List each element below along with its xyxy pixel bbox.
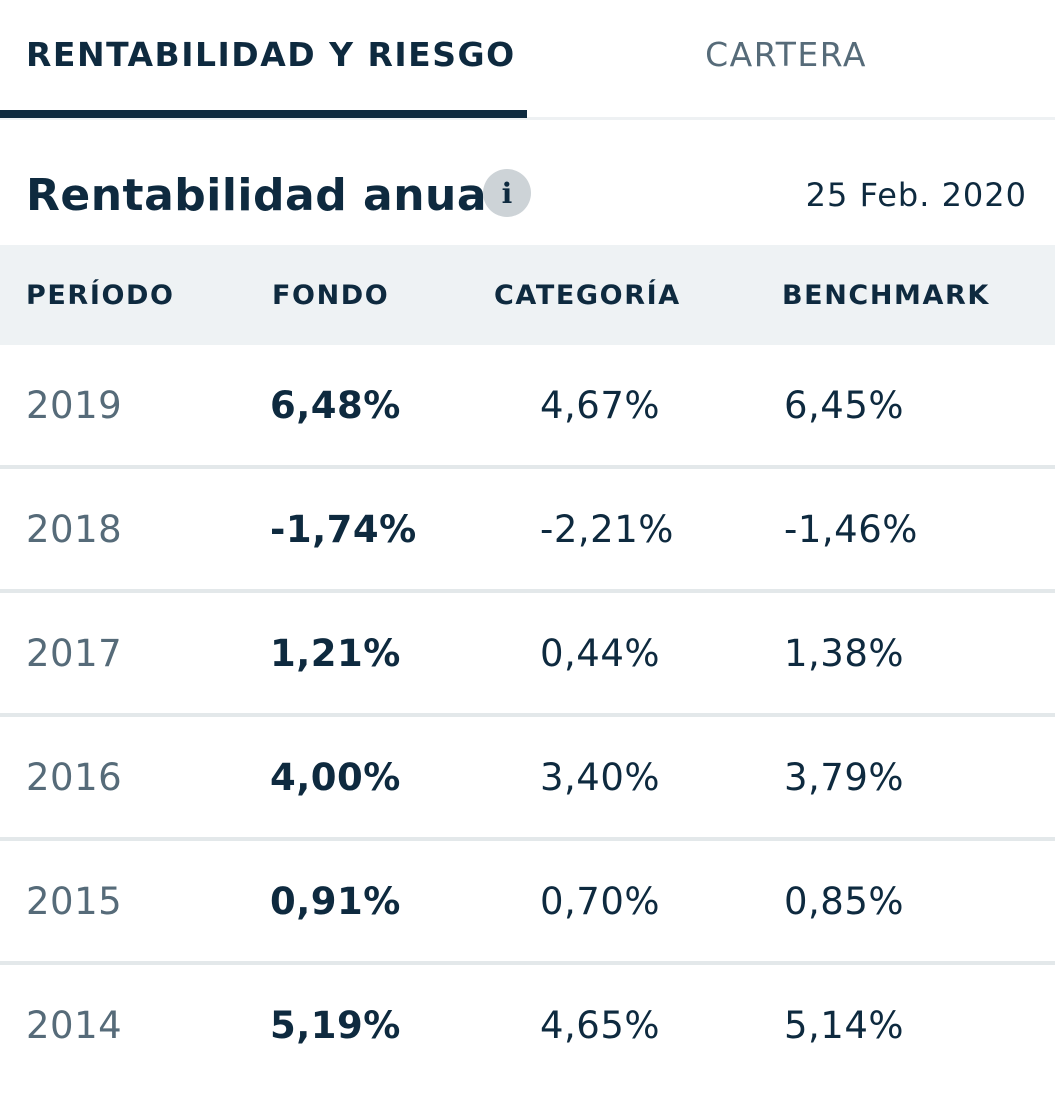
category-cell: 0,44% (540, 631, 661, 675)
section-header: Rentabilidad anual i 25 Feb. 2020 (0, 120, 1055, 245)
column-header-fondo: FONDO (272, 279, 390, 311)
table-row: 2017 1,21% 0,44% 1,38% (0, 593, 1055, 717)
period-cell: 2015 (26, 879, 123, 923)
column-header-categoria: CATEGORÍA (494, 279, 681, 311)
table-row: 2019 6,48% 4,67% 6,45% (0, 345, 1055, 469)
benchmark-cell: 1,38% (784, 631, 905, 675)
column-header-periodo: PERÍODO (26, 279, 175, 311)
fund-cell: 6,48% (270, 383, 401, 427)
fund-cell: -1,74% (270, 507, 417, 551)
category-cell: 3,40% (540, 755, 661, 799)
column-header-benchmark: BENCHMARK (782, 279, 990, 311)
benchmark-cell: 6,45% (784, 383, 905, 427)
info-icon[interactable]: i (483, 169, 531, 217)
period-cell: 2014 (26, 1003, 123, 1047)
benchmark-cell: 0,85% (784, 879, 905, 923)
tab-label: RENTABILIDAD Y RIESGO (26, 34, 516, 74)
category-cell: 4,65% (540, 1003, 661, 1047)
section-title: Rentabilidad anual (26, 170, 503, 221)
fund-cell: 1,21% (270, 631, 401, 675)
info-glyph: i (501, 176, 513, 210)
tab-label: CARTERA (705, 34, 867, 74)
period-cell: 2018 (26, 507, 123, 551)
fund-cell: 0,91% (270, 879, 401, 923)
benchmark-cell: 5,14% (784, 1003, 905, 1047)
tab-rentabilidad-y-riesgo[interactable]: RENTABILIDAD Y RIESGO (0, 0, 527, 118)
category-cell: 4,67% (540, 383, 661, 427)
table-row: 2015 0,91% 0,70% 0,85% (0, 841, 1055, 965)
fund-cell: 5,19% (270, 1003, 401, 1047)
benchmark-cell: -1,46% (784, 507, 918, 551)
period-cell: 2017 (26, 631, 123, 675)
annual-returns-table: PERÍODO FONDO CATEGORÍA BENCHMARK 2019 6… (0, 245, 1055, 1089)
table-row: 2018 -1,74% -2,21% -1,46% (0, 469, 1055, 593)
period-cell: 2019 (26, 383, 123, 427)
section-date: 25 Feb. 2020 (805, 176, 1027, 214)
tab-bar: RENTABILIDAD Y RIESGO CARTERA (0, 0, 1055, 120)
tab-cartera[interactable]: CARTERA (527, 0, 1055, 118)
benchmark-cell: 3,79% (784, 755, 905, 799)
table-header: PERÍODO FONDO CATEGORÍA BENCHMARK (0, 245, 1055, 345)
category-cell: -2,21% (540, 507, 674, 551)
table-row: 2016 4,00% 3,40% 3,79% (0, 717, 1055, 841)
fund-cell: 4,00% (270, 755, 401, 799)
category-cell: 0,70% (540, 879, 661, 923)
period-cell: 2016 (26, 755, 123, 799)
table-row: 2014 5,19% 4,65% 5,14% (0, 965, 1055, 1089)
